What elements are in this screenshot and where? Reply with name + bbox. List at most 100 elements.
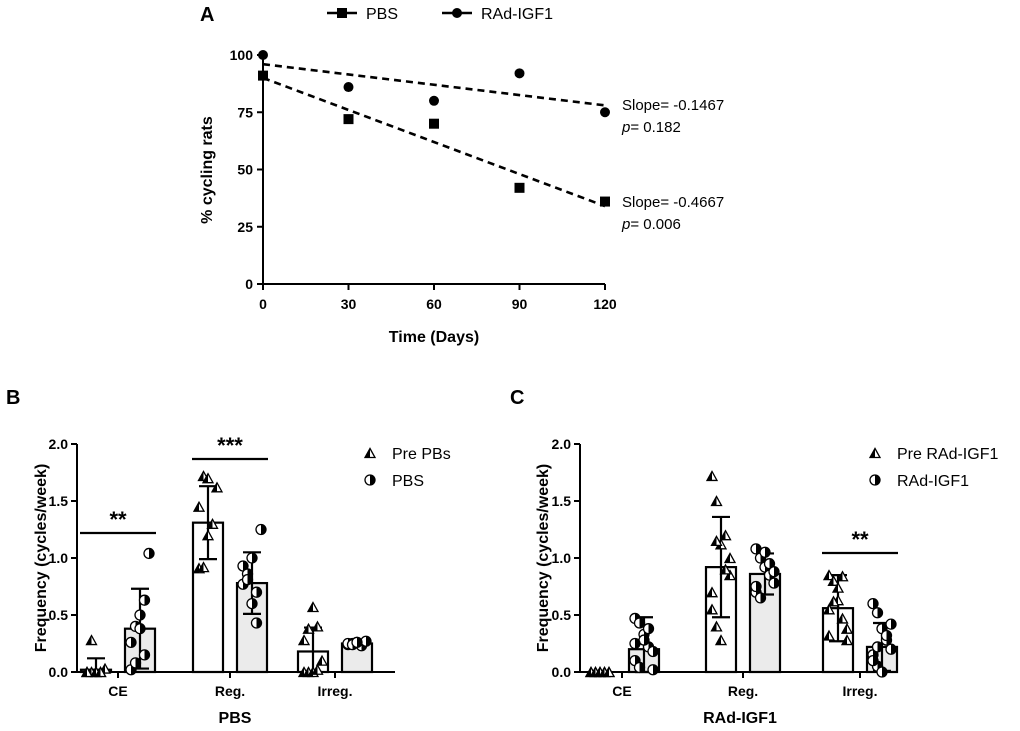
c-point-post-fill xyxy=(891,644,896,655)
a-point-pbs xyxy=(514,182,525,193)
c-point-pre xyxy=(723,552,737,564)
c-point-pre-fill xyxy=(833,583,838,593)
b-significance-label: *** xyxy=(217,433,243,458)
c-point-pre xyxy=(705,470,719,482)
c-point-pre xyxy=(827,595,840,607)
c-point-post xyxy=(759,546,771,558)
a-p-symbol: p xyxy=(621,216,630,233)
a-x-tick-label: 90 xyxy=(512,296,528,312)
c-point-pre xyxy=(710,620,723,632)
b-legend-label-post: PBS xyxy=(392,473,424,490)
b-point-pre xyxy=(197,561,210,573)
c-legend-marker-pre-fill xyxy=(870,448,875,458)
c-y-tick-label: 0.0 xyxy=(552,664,572,680)
c-point-pre xyxy=(836,612,849,624)
b-point-post xyxy=(143,547,155,560)
b-point-pre-fill xyxy=(312,621,318,631)
c-point-post-fill xyxy=(648,623,654,634)
b-point-pre xyxy=(311,620,324,632)
c-point-pre xyxy=(710,495,723,507)
a-p-radigf1: p= 0.182 xyxy=(621,119,681,136)
a-legend-marker-pbs xyxy=(337,8,347,18)
c-point-post xyxy=(867,597,879,610)
c-point-pre xyxy=(719,563,732,575)
c-point-pre-fill xyxy=(824,570,829,580)
c-point-pre-fill xyxy=(824,631,829,641)
c-point-pre xyxy=(714,634,728,646)
c-point-pre-fill xyxy=(837,571,843,581)
c-point-pre-fill xyxy=(599,667,605,677)
b-point-post-fill xyxy=(144,649,150,660)
a-x-tick-label: 120 xyxy=(593,296,617,312)
c-point-post-fill xyxy=(877,607,883,618)
b-point-post xyxy=(129,657,142,669)
c-x-tick-label: Irreg. xyxy=(842,683,877,699)
b-point-post-fill xyxy=(135,657,141,668)
c-point-pre-fill xyxy=(711,621,717,631)
a-y-tick-label: 25 xyxy=(237,219,253,235)
c-point-pre xyxy=(710,535,723,547)
c-point-pre xyxy=(840,634,854,646)
c-point-post-fill xyxy=(653,646,658,657)
b-point-pre xyxy=(297,634,311,646)
c-y-tick-label: 1.5 xyxy=(552,493,572,509)
c-point-pre xyxy=(719,529,732,541)
c-legend-marker-pre xyxy=(868,447,882,459)
a-point-pbs xyxy=(343,114,354,125)
c-point-pre-fill xyxy=(716,635,721,645)
b-x-tick-label: Irreg. xyxy=(317,683,352,699)
a-p-symbol: p xyxy=(621,119,630,136)
c-point-post xyxy=(768,577,780,589)
b-point-post-fill xyxy=(256,617,262,628)
b-point-post-fill xyxy=(252,598,257,609)
c-point-pre-fill xyxy=(711,496,717,506)
c-point-post xyxy=(871,607,884,619)
b-y-tick-label: 1.0 xyxy=(49,550,69,566)
b-y-tick-label: 0.5 xyxy=(49,607,69,623)
a-point-pbs xyxy=(258,70,268,81)
b-point-post xyxy=(246,552,258,564)
c-point-post-fill xyxy=(774,578,779,589)
c-point-post xyxy=(768,566,780,578)
c-point-pre xyxy=(822,603,836,615)
a-x-tick-label: 30 xyxy=(341,296,357,312)
a-slope-pbs: Slope= -0.4667 xyxy=(622,194,724,211)
b-point-pre-fill xyxy=(312,665,318,675)
c-point-pre xyxy=(705,603,719,615)
c-point-post-fill xyxy=(774,566,779,577)
b-point-pre-fill xyxy=(198,471,204,481)
c-point-pre-fill xyxy=(604,667,609,677)
b-point-post xyxy=(241,574,254,586)
c-y-tick-label: 2.0 xyxy=(552,436,572,452)
a-legend-label-pbs: PBS xyxy=(366,6,398,23)
c-point-post xyxy=(633,617,646,629)
b-point-post-fill xyxy=(261,524,266,535)
b-y-tick-label: 0.0 xyxy=(49,664,69,680)
c-point-pre-fill xyxy=(707,604,712,614)
c-point-post-fill xyxy=(756,581,761,592)
c-point-post xyxy=(647,645,659,658)
c-point-post-fill xyxy=(877,641,883,652)
b-point-pre-fill xyxy=(207,519,213,529)
c-point-post xyxy=(876,666,888,678)
c-point-post xyxy=(867,654,879,667)
b-y-tick-label: 2.0 xyxy=(49,436,69,452)
c-point-post xyxy=(633,661,646,674)
c-point-pre-fill xyxy=(707,587,712,597)
c-point-pre-fill xyxy=(828,576,834,586)
b-point-pre xyxy=(315,654,329,666)
c-legend-label-pre: Pre RAd-IGF1 xyxy=(897,446,998,463)
b-point-post xyxy=(134,609,146,621)
c-point-post xyxy=(642,623,655,635)
b-point-pre xyxy=(206,517,219,529)
b-point-pre-fill xyxy=(299,635,304,645)
a-y-tick-label: 75 xyxy=(237,104,253,120)
b-x-axis-title: PBS xyxy=(219,710,252,727)
c-point-post-fill xyxy=(639,662,645,673)
a-point-radigf1 xyxy=(600,107,610,118)
b-point-post-fill xyxy=(366,636,372,647)
a-slope-radigf1: Slope= -0.1467 xyxy=(622,97,724,114)
c-point-pre-fill xyxy=(824,604,829,614)
c-point-pre-fill xyxy=(842,635,847,645)
